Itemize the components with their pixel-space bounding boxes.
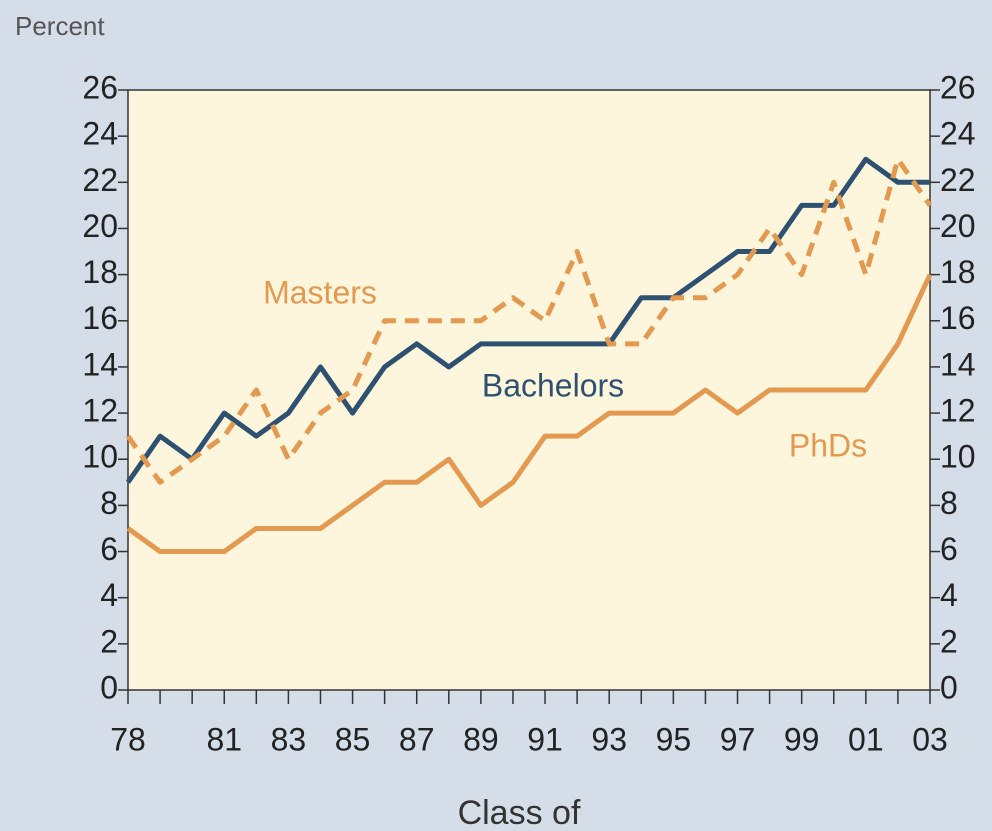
series-line bbox=[126, 273, 933, 555]
x-axis-label: Class of bbox=[458, 794, 581, 831]
x-tick-label: 78 bbox=[110, 721, 146, 757]
y2-tick-label: 6 bbox=[940, 531, 958, 567]
y2-tick-label: 18 bbox=[940, 254, 976, 290]
x-tick-label: 93 bbox=[591, 721, 627, 757]
x-tick-label: 97 bbox=[720, 721, 756, 757]
y-tick-label: 2 bbox=[100, 623, 118, 659]
y-tick-label: 4 bbox=[100, 577, 118, 613]
x-tick-label: 99 bbox=[784, 721, 820, 757]
y2-tick-label: 22 bbox=[940, 162, 976, 198]
y2-tick-label: 8 bbox=[940, 485, 958, 521]
y2-tick-label: 0 bbox=[940, 669, 958, 705]
y2-tick-label: 2 bbox=[940, 623, 958, 659]
y2-tick-label: 14 bbox=[940, 346, 976, 382]
series-label: Bachelors bbox=[482, 367, 624, 403]
x-tick-label: 03 bbox=[912, 721, 948, 757]
series-line bbox=[125, 156, 930, 484]
y2-tick-label: 4 bbox=[940, 577, 958, 613]
series-label: PhDs bbox=[789, 427, 867, 463]
y-tick-label: 18 bbox=[82, 254, 118, 290]
y-tick-label: 12 bbox=[82, 393, 118, 429]
y2-tick-label: 10 bbox=[940, 439, 976, 475]
y2-tick-label: 12 bbox=[940, 393, 976, 429]
y-tick-label: 0 bbox=[100, 669, 118, 705]
y-tick-label: 20 bbox=[82, 208, 118, 244]
y-tick-label: 10 bbox=[82, 439, 118, 475]
y-tick-label: 6 bbox=[100, 531, 118, 567]
y-tick-label: 8 bbox=[100, 485, 118, 521]
x-tick-label: 01 bbox=[848, 721, 884, 757]
y-tick-label: 22 bbox=[82, 162, 118, 198]
x-tick-label: 87 bbox=[399, 721, 435, 757]
series-label: Masters bbox=[263, 274, 377, 310]
x-tick-label: 95 bbox=[656, 721, 692, 757]
y2-tick-label: 20 bbox=[940, 208, 976, 244]
y-tick-label: 24 bbox=[82, 116, 118, 152]
y2-tick-label: 26 bbox=[940, 69, 976, 105]
y2-tick-label: 16 bbox=[940, 300, 976, 336]
y-tick-label: 14 bbox=[82, 346, 118, 382]
x-tick-label: 83 bbox=[271, 721, 307, 757]
y-tick-label: 26 bbox=[82, 69, 118, 105]
x-tick-label: 85 bbox=[335, 721, 371, 757]
y-tick-label: 16 bbox=[82, 300, 118, 336]
y-axis-label: Percent bbox=[15, 11, 105, 41]
x-tick-label: 91 bbox=[527, 721, 563, 757]
x-tick-label: 81 bbox=[206, 721, 242, 757]
y2-tick-label: 24 bbox=[940, 116, 976, 152]
x-tick-label: 89 bbox=[463, 721, 499, 757]
